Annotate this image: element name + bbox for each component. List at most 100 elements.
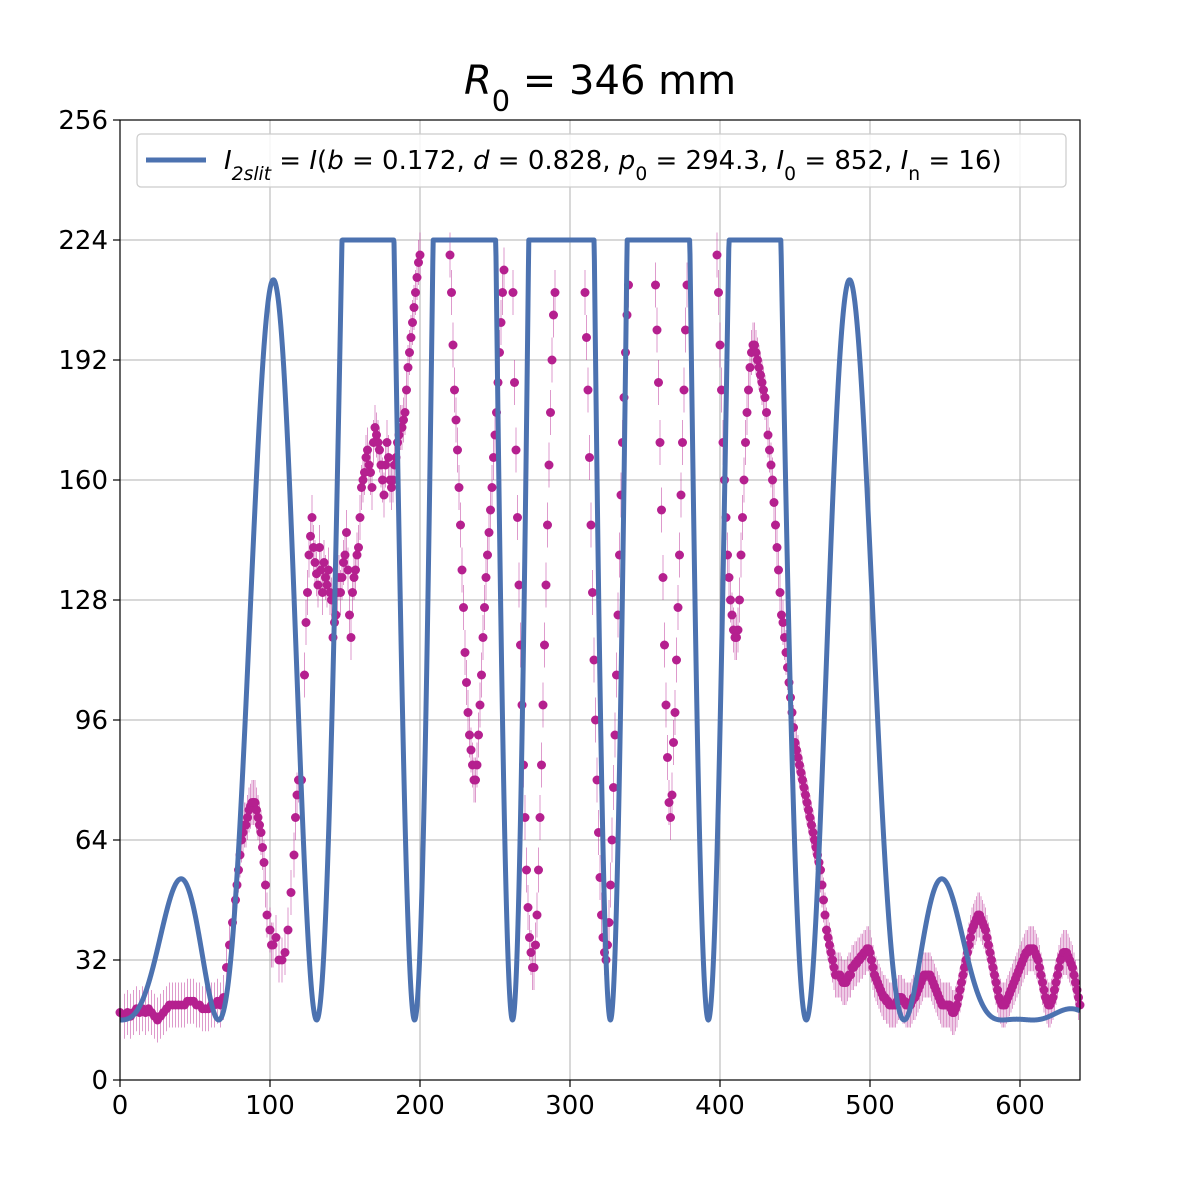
data-point [1071,978,1080,987]
data-point [337,573,347,582]
data-point [750,340,759,350]
data-point [745,363,755,372]
data-point [456,520,465,530]
data-point [993,985,1002,995]
data-point [316,565,326,575]
data-point [1074,993,1083,1002]
data-point [454,483,464,492]
data-point [741,438,750,447]
data-point [763,430,773,440]
data-point [303,588,312,597]
data-point [409,303,419,312]
data-point [807,820,816,830]
data-point [990,970,999,980]
data-point [771,520,780,530]
data-point [256,828,266,837]
x-tick-label: 600 [995,1091,1045,1121]
data-point [769,498,779,507]
data-point [408,318,417,327]
data-point [778,618,788,627]
data-point [258,843,267,852]
data-point [466,745,476,755]
data-point [397,423,407,432]
data-point [829,963,839,972]
data-point [991,978,1001,987]
data-point [984,940,993,950]
y-tick-label: 64 [75,826,108,856]
data-point [768,475,777,485]
data-point [732,633,741,642]
data-point [477,670,486,680]
y-tick-label: 128 [58,586,108,616]
data-point [672,655,681,665]
data-point [252,805,261,815]
data-point [325,588,335,597]
data-point [762,408,771,417]
data-point [543,520,552,530]
data-point [261,880,270,890]
data-point [727,610,737,620]
data-point [1036,970,1046,980]
data-point [960,963,969,972]
data-point [981,925,990,935]
data-point [609,783,618,792]
data-point [742,408,752,417]
data-point [955,985,965,995]
data-point [355,513,365,522]
data-point [523,903,533,912]
data-point [1039,985,1049,995]
data-point [310,558,320,567]
data-point [540,640,549,650]
data-point [774,565,783,575]
data-point [399,415,408,425]
data-point [345,610,354,620]
data-point [988,963,998,972]
data-point [352,550,362,560]
data-point [654,378,663,387]
x-tick-label: 400 [695,1091,745,1121]
data-point [379,490,389,500]
data-point [670,708,680,717]
data-point [822,925,831,935]
data-point [319,558,329,567]
data-point [387,483,396,492]
data-point [1051,978,1061,987]
data-point [499,265,509,275]
y-tick-label: 96 [75,706,108,736]
data-point [253,813,263,822]
data-point [363,445,372,455]
data-point [405,348,414,357]
data-point [465,730,474,740]
data-point [655,438,665,447]
data-point [658,573,668,582]
data-point [532,910,542,920]
data-point [1053,970,1062,980]
data-point [675,550,684,560]
data-point [759,385,768,395]
data-point [664,798,674,807]
data-point [241,820,251,830]
data-point [265,925,275,935]
data-point [1035,963,1044,972]
data-point [343,565,353,575]
data-point [537,760,546,770]
data-point [735,595,744,605]
data-point [954,993,963,1002]
data-point [666,813,675,822]
data-point [825,940,834,950]
y-tick-label: 32 [75,946,108,976]
data-point [676,490,686,500]
data-point [987,955,996,965]
data-point [580,288,590,297]
data-point [751,348,761,357]
data-point [867,955,876,965]
data-point [304,550,314,560]
data-point [378,475,387,485]
data-point [681,325,690,335]
data-point [547,355,557,365]
data-point [522,865,531,875]
data-point [549,310,558,320]
data-point [952,1000,962,1010]
data-point [318,588,327,597]
